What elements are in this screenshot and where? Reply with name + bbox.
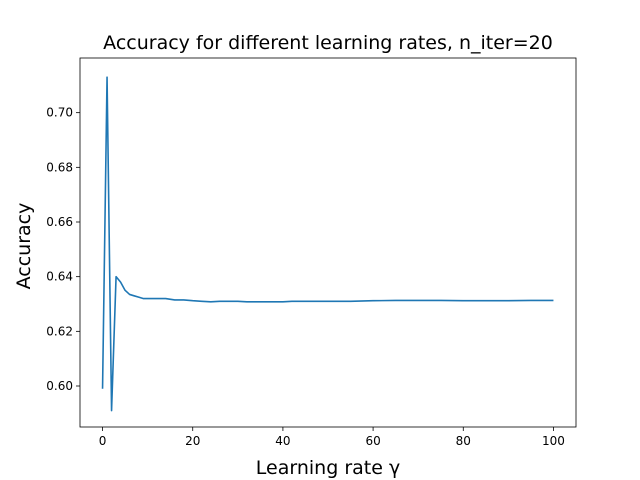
y-axis-label: Accuracy <box>13 203 35 290</box>
y-tick-label: 0.68 <box>46 160 73 174</box>
x-tick-label: 0 <box>99 434 107 448</box>
x-axis: 0 20 40 60 80 100 <box>99 427 565 448</box>
x-tick-label: 100 <box>542 434 565 448</box>
x-axis-label: Learning rate γ <box>256 457 400 479</box>
y-tick-label: 0.64 <box>46 270 73 284</box>
y-axis: 0.60 0.62 0.64 0.66 0.68 0.70 <box>46 106 80 393</box>
x-tick-label: 60 <box>365 434 380 448</box>
plot-area <box>101 76 554 412</box>
chart-title: Accuracy for different learning rates, n… <box>103 32 553 54</box>
plot-frame <box>79 57 577 428</box>
x-tick-label: 20 <box>185 434 200 448</box>
y-tick-label: 0.60 <box>46 379 73 393</box>
x-tick-label: 40 <box>275 434 290 448</box>
x-tick-label: 80 <box>456 434 471 448</box>
y-tick-label: 0.62 <box>46 324 73 338</box>
y-tick-label: 0.70 <box>46 106 73 120</box>
y-tick-label: 0.66 <box>46 215 73 229</box>
series-line-0 <box>101 76 554 412</box>
